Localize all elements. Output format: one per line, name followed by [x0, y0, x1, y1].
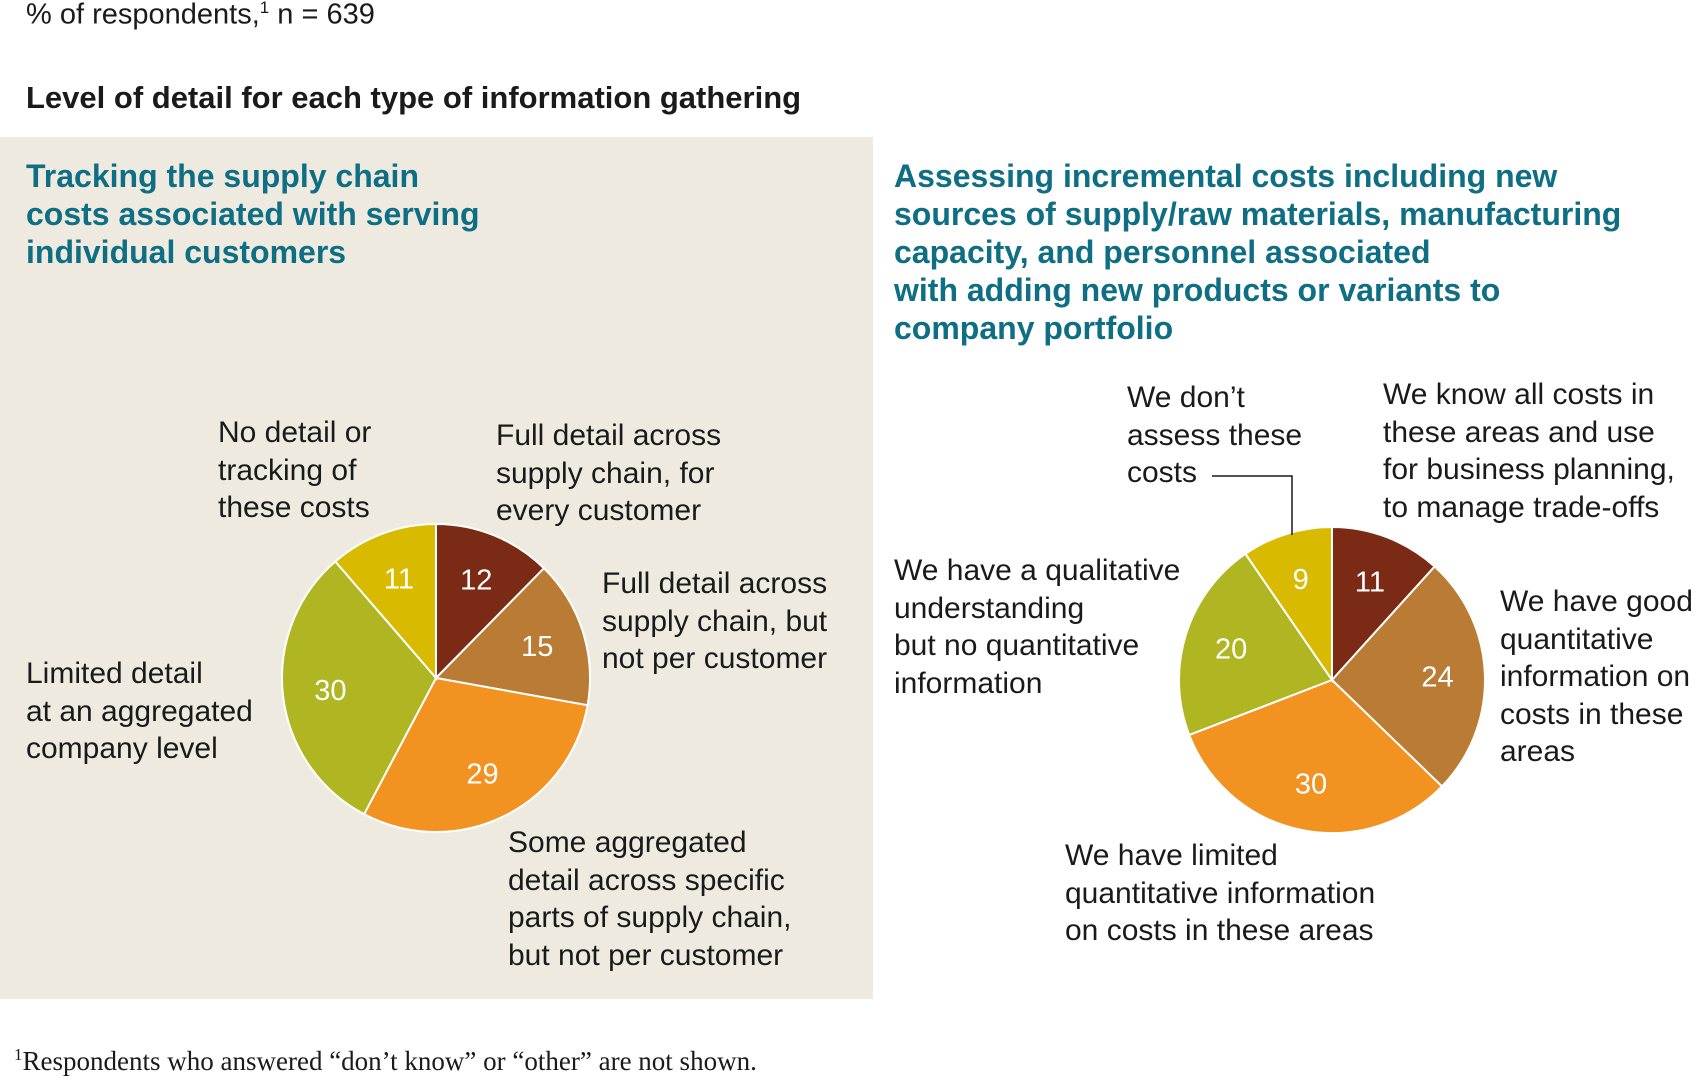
right-pie-value-0: 11: [1355, 566, 1385, 598]
chart-title-left: Tracking the supply chain costs associat…: [26, 158, 480, 270]
left-pie-slice-1: [433, 566, 591, 707]
chart-title-right: Assessing incremental costs including ne…: [894, 158, 1622, 346]
left-pie-value-1: 15: [521, 631, 553, 663]
left-pie-value-4: 11: [384, 563, 414, 595]
left-label-some-aggregated-detail: Some aggregated detail across specific p…: [508, 826, 792, 972]
left-pie-slice-4: [333, 522, 437, 681]
right-pie-slice-1: [1330, 565, 1486, 788]
right-pie-slice-4: [1244, 525, 1333, 684]
left-label-limited-detail: Limited detail at an aggregated company …: [26, 657, 253, 765]
subtitle: % of respondents,1 n = 639: [26, 0, 375, 31]
right-pie-value-4: 9: [1293, 564, 1309, 596]
left-pie-value-0: 12: [460, 565, 492, 597]
right-label-good-quantitative: We have good quantitative information on…: [1500, 585, 1693, 768]
right-pie-slice-0: [1331, 525, 1437, 683]
left-pie-value-3: 30: [314, 675, 346, 707]
leader-line-dont-assess: [1212, 475, 1293, 535]
left-label-no-detail: No detail or tracking of these costs: [218, 416, 372, 524]
right-label-qualitative: We have a qualitative understanding but …: [894, 554, 1181, 700]
main-title: Level of detail for each type of informa…: [26, 80, 802, 115]
right-label-dont-assess: We don’t assess these costs: [1127, 381, 1303, 489]
left-label-full-detail-every-customer: Full detail across supply chain, for eve…: [496, 419, 722, 527]
right-label-know-all-costs: We know all costs in these areas and use…: [1383, 378, 1675, 524]
right-pie-value-3: 20: [1215, 634, 1247, 666]
right-label-limited-quantitative: We have limited quantitative information…: [1065, 839, 1376, 947]
left-pie-value-2: 29: [466, 759, 498, 791]
left-pie-slice-0: [435, 522, 546, 681]
left-pie-slice-3: [281, 560, 438, 816]
right-pie-slice-3: [1178, 552, 1334, 737]
right-pie-value-1: 24: [1421, 661, 1453, 693]
right-pie-slice-2: [1187, 678, 1444, 835]
left-pie-slice-2: [362, 676, 589, 833]
right-pie-value-2: 30: [1295, 768, 1327, 800]
footnote: 1Respondents who answered “don’t know” o…: [14, 1045, 757, 1076]
left-label-full-detail-not-per-customer: Full detail across supply chain, but not…: [602, 567, 828, 675]
